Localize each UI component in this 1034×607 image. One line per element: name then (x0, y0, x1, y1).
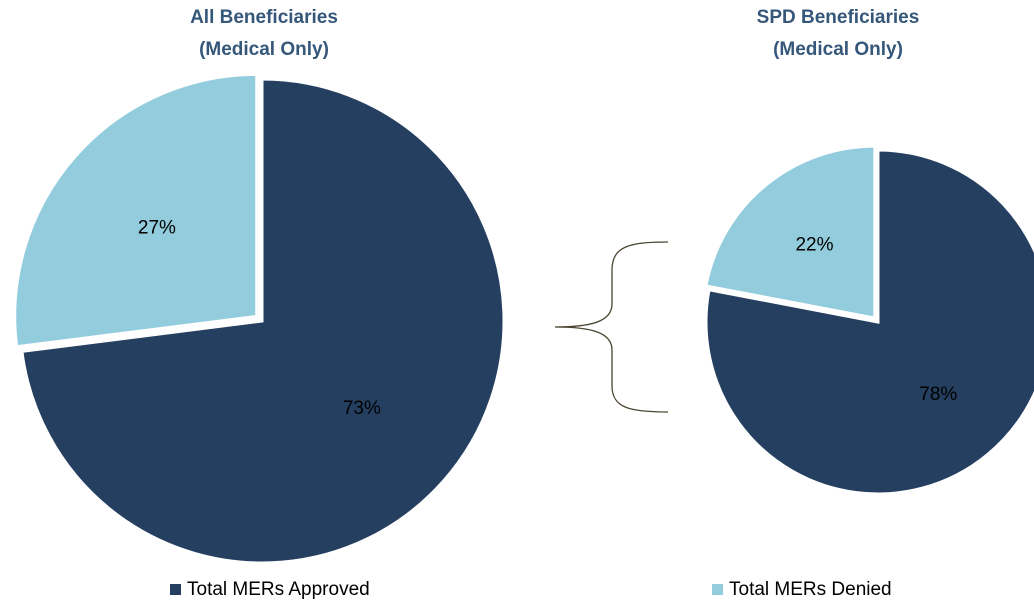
chart-title: SPD Beneficiaries (757, 7, 920, 28)
pie-slice (704, 144, 877, 320)
chart-title: (Medical Only) (199, 39, 329, 60)
legend-swatch (712, 584, 723, 595)
data-label: 27% (138, 217, 176, 238)
pie-slice (20, 77, 506, 565)
legend-label: Total MERs Approved (187, 579, 370, 600)
data-label: 78% (919, 384, 957, 405)
chart-title: (Medical Only) (773, 39, 903, 60)
legend-swatch (170, 584, 181, 595)
pie-slice (13, 72, 259, 349)
data-label: 22% (795, 234, 833, 255)
pie-slice (704, 148, 1034, 496)
data-label: 73% (343, 398, 381, 419)
brace (554, 241, 669, 413)
legend-label: Total MERs Denied (729, 579, 892, 600)
chart-title: All Beneficiaries (190, 7, 338, 28)
